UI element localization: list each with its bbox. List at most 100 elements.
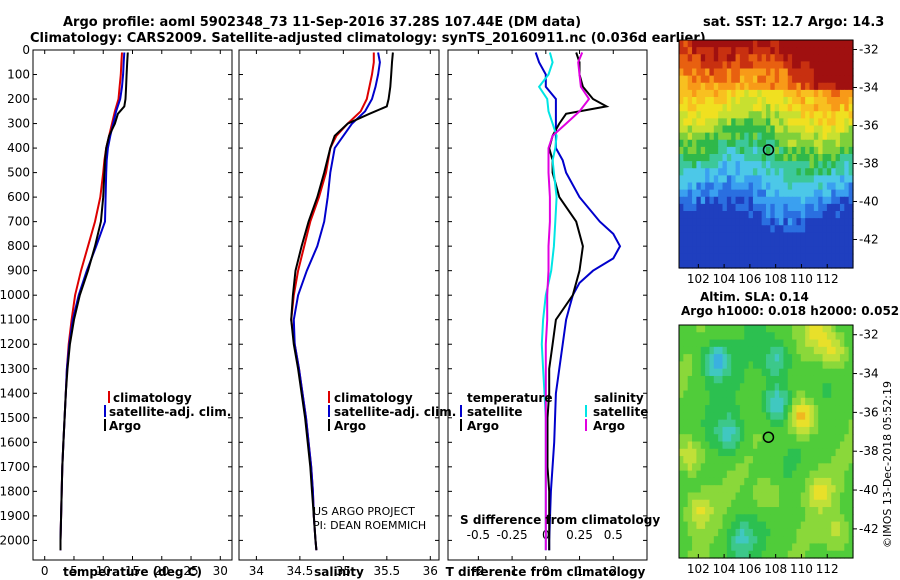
map-cell [700, 89, 706, 98]
map-cell [783, 499, 789, 508]
map-cell [713, 397, 719, 406]
map-cell [848, 412, 854, 421]
map-cell [822, 448, 828, 457]
map-cell [739, 68, 745, 77]
map-cell [692, 550, 697, 559]
map-cell [744, 419, 750, 428]
map-cell [792, 239, 798, 248]
map-cell [844, 253, 850, 262]
map-cell [739, 332, 745, 341]
map-cell [705, 550, 711, 559]
map-cell [713, 426, 719, 435]
map-cell [809, 47, 815, 55]
map-cell [748, 189, 754, 198]
map-cell [805, 146, 811, 155]
map-cell [744, 456, 750, 464]
map-cell [835, 434, 841, 443]
map-cell [679, 211, 684, 219]
map-cell [709, 104, 715, 112]
map-cell [835, 139, 841, 148]
map-cell [726, 412, 732, 421]
map-cell [739, 536, 745, 545]
map-cell [700, 325, 706, 333]
map-cell [748, 111, 754, 119]
map-cell [718, 125, 724, 134]
map-cell [748, 175, 754, 184]
map-cell [805, 368, 811, 377]
map-cell [779, 239, 784, 248]
map-cell [687, 97, 693, 105]
map-cell [735, 260, 741, 269]
map-cell [713, 47, 719, 55]
map-cell [687, 47, 693, 55]
map-cell [805, 434, 811, 443]
map-cell [748, 239, 754, 248]
map-cell [726, 521, 732, 530]
map-cell [800, 463, 806, 472]
s-tick-label: 0.5 [604, 528, 623, 542]
map-cell [761, 154, 767, 162]
map-cell [774, 354, 780, 363]
map-cell [835, 470, 841, 479]
map-cell [779, 89, 784, 98]
map-cell [739, 182, 745, 191]
map-cell [796, 211, 802, 219]
map-cell [735, 470, 741, 479]
map-cell [779, 196, 784, 205]
map-cell [774, 54, 780, 62]
map-cell [692, 175, 697, 184]
map-cell [766, 397, 771, 406]
map-cell [831, 260, 837, 269]
map-cell [713, 68, 719, 77]
map-cell [835, 477, 841, 486]
map-cell [796, 426, 802, 435]
map-cell [705, 154, 711, 162]
map-cell [713, 75, 719, 84]
map-cell [774, 419, 780, 428]
map-cell [844, 154, 850, 162]
map-cell [813, 405, 819, 413]
map-cell [735, 463, 741, 472]
map-cell [813, 211, 819, 219]
map-cell [822, 499, 828, 508]
map-cell [809, 154, 815, 162]
map-cell [822, 154, 828, 162]
map-cell [848, 118, 854, 127]
map-cell [757, 246, 763, 255]
map-cell [679, 499, 684, 508]
map-cell [826, 196, 832, 205]
map-cell [835, 550, 841, 559]
map-cell [766, 239, 771, 248]
map-cell [744, 485, 750, 494]
map-cell [731, 375, 737, 384]
map-cell [718, 543, 724, 552]
map-cell [818, 218, 824, 226]
map-cell [696, 368, 702, 377]
map-cell [774, 463, 780, 472]
map-cell [766, 426, 771, 435]
map-cell [687, 218, 693, 226]
map-cell [722, 339, 728, 348]
map-cell [705, 463, 711, 472]
map-cell [796, 339, 802, 348]
map-cell [713, 218, 719, 226]
map-cell [696, 485, 702, 494]
map-cell [731, 211, 737, 219]
map-cell [757, 232, 763, 241]
map-cell [679, 82, 684, 91]
map-cell [766, 375, 771, 384]
map-cell [696, 203, 702, 212]
map-cell [809, 514, 815, 523]
map-cell [766, 383, 771, 392]
map-cell [848, 61, 854, 70]
map-cell [683, 426, 689, 435]
s-difference-label: S difference from climatology [460, 513, 660, 527]
map-cell [805, 412, 811, 421]
map-cell [752, 456, 758, 464]
diff-legend-sal-title: salinity [594, 391, 644, 405]
map-cell [839, 239, 845, 248]
map-cell [835, 253, 841, 262]
map-cell [826, 361, 832, 370]
map-cell [766, 339, 771, 348]
map-cell [779, 441, 784, 450]
